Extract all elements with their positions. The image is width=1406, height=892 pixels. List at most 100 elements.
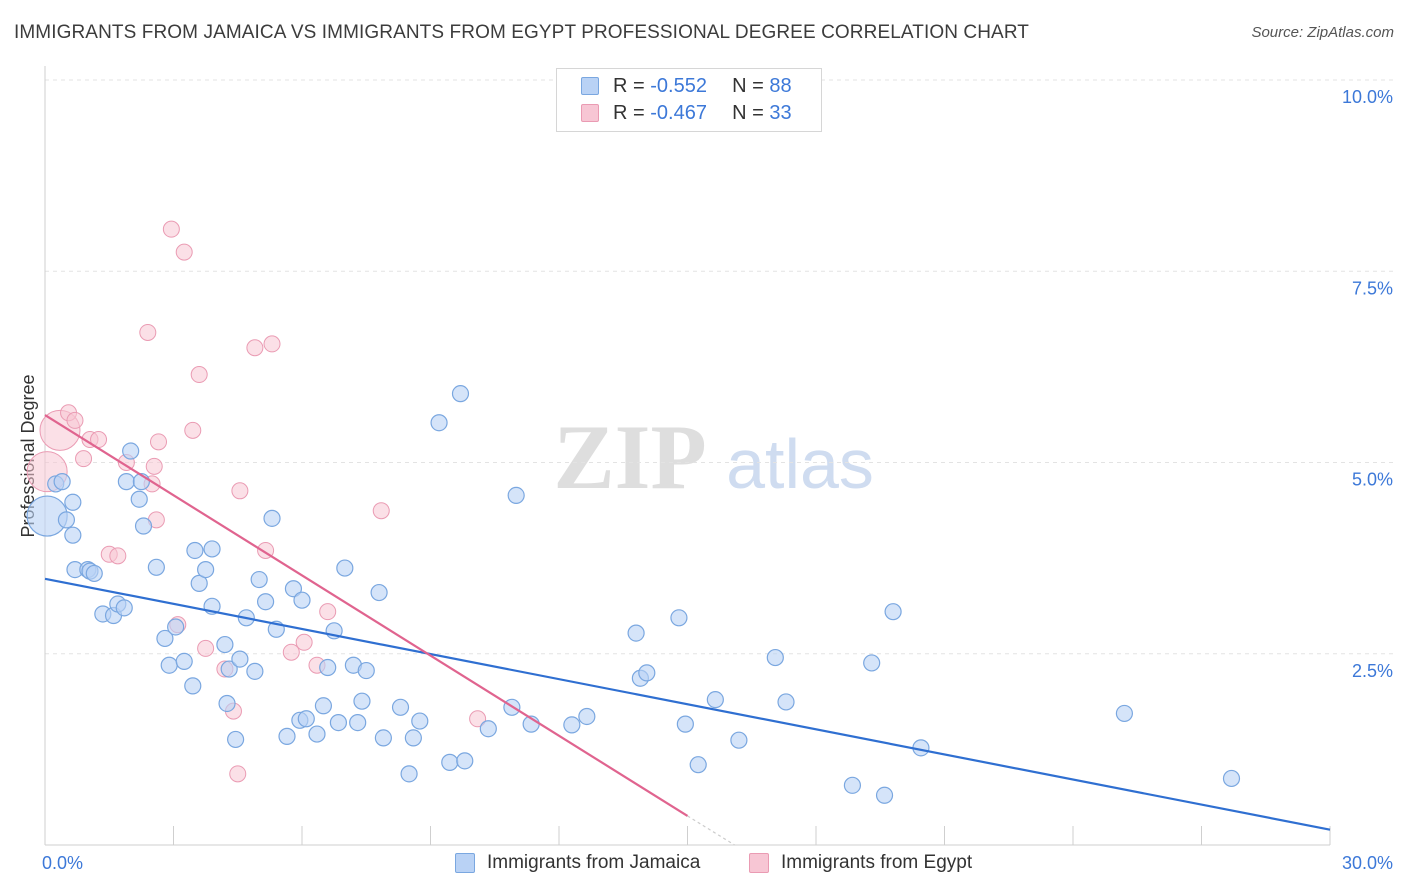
egypt-r-label: R = [613, 102, 651, 124]
jamaica-point-39 [263, 509, 281, 527]
legend-egypt-swatch [749, 853, 769, 873]
egypt-points [26, 220, 487, 783]
jamaica-point-14 [117, 473, 135, 491]
jamaica-point-5 [64, 493, 82, 511]
jamaica-point-31 [218, 694, 236, 713]
egypt-point-24 [231, 482, 249, 500]
jamaica-point-33 [227, 730, 245, 749]
jamaica-point-22 [167, 618, 185, 636]
egypt-point-32 [372, 502, 390, 520]
jamaica-point-70 [563, 716, 581, 734]
jamaica-point-77 [689, 756, 707, 774]
jamaica-r-label: R = [613, 75, 651, 97]
jamaica-point-34 [231, 650, 249, 668]
y-tick-labels: 2.5% 5.0% 7.5% 10.0% [1342, 87, 1393, 681]
watermark: ZIP atlas [553, 406, 874, 508]
stats-box: R = -0.552 N = 88 R = -0.467 N = 33 [556, 68, 822, 132]
jamaica-point-72 [627, 624, 645, 642]
egypt-point-33 [469, 710, 487, 728]
jamaica-point-55 [357, 661, 375, 680]
egypt-point-25 [246, 339, 264, 357]
jamaica-point-56 [370, 583, 388, 602]
y-axis-label: Professional Degree [18, 374, 38, 537]
egypt-n-value: 33 [769, 102, 792, 124]
jamaica-point-32 [220, 660, 238, 678]
jamaica-point-65 [456, 752, 474, 770]
jamaica-point-13 [115, 599, 133, 617]
jamaica-point-87 [1115, 704, 1134, 723]
jamaica-point-78 [706, 691, 724, 709]
jamaica-point-38 [256, 593, 275, 611]
jamaica-n-label: N = [732, 75, 770, 97]
egypt-r-value: -0.467 [650, 102, 707, 124]
chart-title: IMMIGRANTS FROM JAMAICA VS IMMIGRANTS FR… [14, 22, 1030, 43]
jamaica-point-9 [85, 564, 103, 583]
jamaica-point-82 [843, 776, 862, 794]
jamaica-point-62 [430, 414, 448, 432]
egypt-trend-line [44, 414, 689, 817]
jamaica-point-53 [349, 713, 367, 732]
egypt-point-28 [282, 643, 300, 661]
egypt-point-27 [263, 335, 281, 353]
jamaica-point-48 [319, 658, 337, 677]
jamaica-point-46 [308, 725, 326, 743]
jamaica-point-37 [250, 570, 268, 589]
y-tick-label-3: 10.0% [1342, 87, 1393, 107]
jamaica-point-2 [53, 473, 71, 491]
jamaica-swatch [581, 77, 599, 95]
jamaica-point-41 [278, 727, 296, 745]
jamaica-point-75 [670, 609, 688, 627]
egypt-point-17 [175, 243, 193, 261]
jamaica-point-15 [122, 442, 140, 460]
egypt-point-20 [197, 639, 215, 657]
jamaica-point-79 [730, 731, 748, 749]
jamaica-point-80 [766, 648, 784, 667]
legend-egypt-label: Immigrants from Egypt [781, 852, 973, 873]
y-tick-label-1: 5.0% [1352, 470, 1393, 490]
jamaica-point-16 [130, 490, 148, 508]
watermark-zip: ZIP [553, 406, 706, 508]
jamaica-points [26, 385, 1241, 804]
jamaica-point-74 [638, 664, 656, 682]
jamaica-point-24 [184, 677, 202, 695]
jamaica-point-85 [884, 603, 902, 621]
egypt-point-18 [184, 421, 202, 439]
x-tick-labels: 0.0% 30.0% [42, 853, 1393, 873]
jamaica-point-23 [175, 652, 193, 671]
jamaica-point-36 [246, 662, 264, 680]
jamaica-point-64 [451, 385, 470, 403]
jamaica-point-57 [374, 729, 392, 747]
jamaica-point-29 [203, 540, 221, 558]
egypt-point-23 [229, 765, 247, 783]
egypt-point-31 [319, 603, 337, 621]
jamaica-point-21 [160, 656, 178, 674]
x-tick-label-1: 30.0% [1342, 853, 1393, 873]
legend-jamaica-label: Immigrants from Jamaica [487, 852, 701, 873]
jamaica-point-50 [329, 713, 348, 732]
watermark-atlas: atlas [726, 425, 874, 503]
egypt-point-15 [162, 220, 180, 238]
jamaica-point-63 [441, 753, 459, 771]
jamaica-point-84 [875, 786, 894, 804]
trend-lines [44, 414, 1331, 846]
jamaica-trend-line [44, 577, 1331, 831]
jamaica-point-58 [391, 698, 410, 716]
jamaica-n-value: 88 [769, 75, 792, 97]
jamaica-point-76 [676, 715, 694, 733]
jamaica-point-81 [777, 693, 795, 711]
x-tick-label-0: 0.0% [42, 853, 83, 873]
egypt-point-14 [150, 433, 168, 451]
jamaica-point-44 [293, 591, 311, 609]
egypt-n-label: N = [732, 102, 770, 124]
jamaica-point-68 [507, 486, 525, 504]
jamaica-point-88 [1222, 769, 1241, 788]
jamaica-point-83 [863, 654, 881, 672]
jamaica-point-54 [353, 692, 371, 710]
jamaica-point-4 [64, 526, 82, 544]
gridlines [45, 79, 1395, 655]
egypt-trend-extension [687, 815, 735, 846]
y-tick-label-0: 2.5% [1352, 661, 1393, 681]
y-tick-label-2: 7.5% [1352, 278, 1393, 298]
egypt-point-3 [66, 411, 84, 429]
